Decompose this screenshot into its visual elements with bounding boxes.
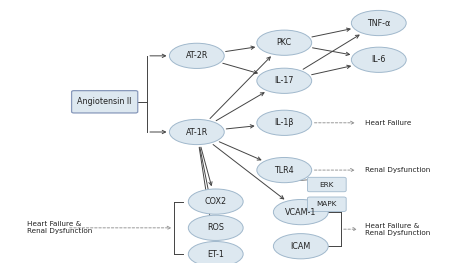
Ellipse shape	[257, 110, 312, 135]
FancyBboxPatch shape	[308, 177, 346, 192]
Text: TLR4: TLR4	[274, 166, 294, 175]
Text: ET-1: ET-1	[207, 250, 224, 259]
Text: IL-6: IL-6	[372, 55, 386, 64]
Text: MAPK: MAPK	[317, 201, 337, 207]
Text: IL-17: IL-17	[274, 76, 294, 85]
Text: AT-2R: AT-2R	[186, 51, 208, 60]
Text: VCAM-1: VCAM-1	[285, 208, 317, 216]
FancyBboxPatch shape	[308, 197, 346, 211]
Text: ROS: ROS	[207, 223, 224, 232]
Text: IL-1β: IL-1β	[274, 118, 294, 127]
FancyBboxPatch shape	[72, 91, 138, 113]
Text: Heart Failure &
Renal Dysfunction: Heart Failure & Renal Dysfunction	[27, 221, 92, 234]
Ellipse shape	[257, 68, 312, 93]
Text: Renal Dysfunction: Renal Dysfunction	[365, 167, 430, 173]
Text: Heart Failure: Heart Failure	[365, 120, 411, 126]
Ellipse shape	[257, 157, 312, 183]
Ellipse shape	[188, 215, 243, 241]
Text: Heart Failure &
Renal Dysfunction: Heart Failure & Renal Dysfunction	[365, 223, 430, 236]
Text: AT-1R: AT-1R	[186, 128, 208, 136]
Text: ERK: ERK	[319, 182, 334, 187]
Text: TNF-α: TNF-α	[367, 18, 391, 27]
Text: PKC: PKC	[277, 38, 292, 47]
Ellipse shape	[351, 47, 406, 72]
Ellipse shape	[188, 189, 243, 214]
Text: COX2: COX2	[205, 197, 227, 206]
Ellipse shape	[188, 242, 243, 264]
Ellipse shape	[351, 10, 406, 36]
Ellipse shape	[169, 119, 224, 145]
Text: ICAM: ICAM	[291, 242, 311, 251]
Ellipse shape	[257, 30, 312, 55]
Ellipse shape	[169, 43, 224, 68]
Text: Angiotensin II: Angiotensin II	[77, 97, 132, 106]
Ellipse shape	[273, 200, 328, 225]
Ellipse shape	[273, 234, 328, 259]
